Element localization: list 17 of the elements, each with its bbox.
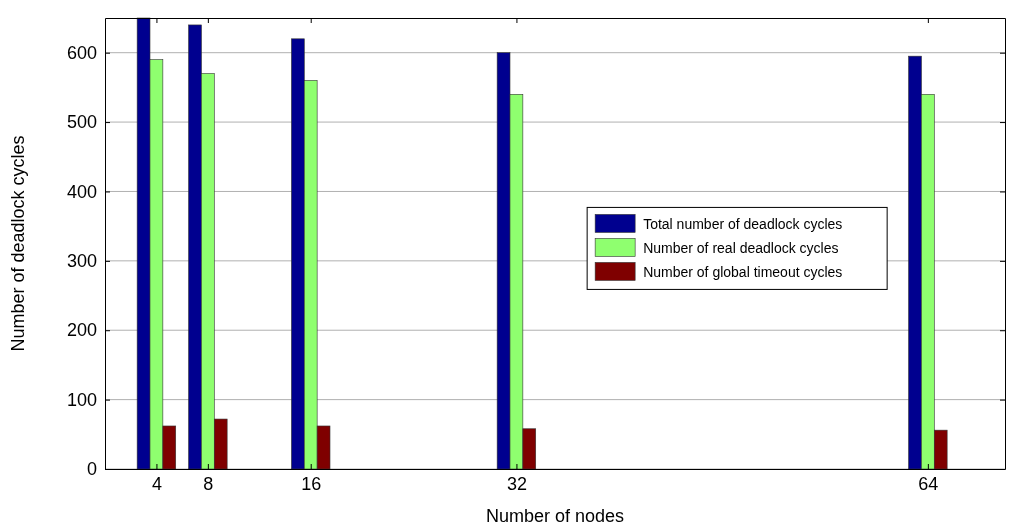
y-tick-label: 200 — [66, 320, 97, 341]
x-tick-label: 16 — [301, 473, 322, 494]
legend-label: Total number of deadlock cycles — [643, 216, 843, 233]
y-tick-label: 0 — [86, 459, 97, 480]
y-axis-title: Number of deadlock cycles — [8, 135, 28, 352]
legend-label: Number of global timeout cycles — [643, 264, 843, 281]
y-tick-label: 600 — [66, 42, 97, 63]
x-tick-label: 64 — [918, 473, 939, 494]
x-axis-title: Number of nodes — [485, 506, 625, 526]
x-tick-label: 4 — [151, 473, 162, 494]
y-tick-label: 300 — [66, 251, 97, 272]
x-tick-label: 32 — [506, 473, 527, 494]
y-tick-label: 500 — [66, 112, 97, 133]
legend-label: Number of real deadlock cycles — [643, 240, 839, 257]
y-tick-label: 400 — [66, 181, 97, 202]
x-tick-label: 8 — [203, 473, 214, 494]
y-tick-label: 100 — [66, 389, 97, 410]
